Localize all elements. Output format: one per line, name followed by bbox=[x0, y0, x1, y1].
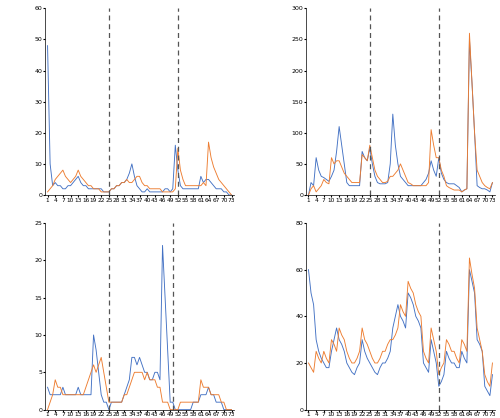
2012TAI bbox=[203, 392, 209, 397]
2017TSM bbox=[466, 31, 472, 36]
2012TSM bbox=[464, 186, 470, 191]
2012TSM bbox=[490, 180, 496, 185]
Line: 2017TAM: 2017TAM bbox=[308, 258, 492, 386]
2017TSM bbox=[346, 177, 352, 182]
Line: 2017TAI: 2017TAI bbox=[48, 357, 232, 410]
2012TAI bbox=[139, 362, 145, 367]
2017TSM bbox=[367, 143, 373, 148]
2017TAI bbox=[44, 407, 51, 412]
Line: 2012TAM: 2012TAM bbox=[308, 270, 492, 396]
2012TSM bbox=[398, 174, 404, 179]
2012TAI bbox=[106, 407, 112, 412]
2017TSI bbox=[213, 171, 219, 176]
2012TAM bbox=[367, 360, 373, 365]
2012TSI bbox=[228, 193, 234, 198]
2012TSI bbox=[203, 177, 209, 182]
2012TSM bbox=[346, 183, 352, 188]
2017TAM bbox=[464, 349, 470, 354]
2012TAI bbox=[208, 392, 214, 397]
2017TAM bbox=[398, 302, 404, 307]
Line: 2012TAI: 2012TAI bbox=[48, 245, 232, 410]
2017TAM bbox=[367, 349, 373, 354]
Text: (b) TSM of nodes: (b) TSM of nodes bbox=[356, 255, 444, 265]
2012TSI bbox=[136, 186, 142, 191]
2017TSM bbox=[490, 180, 496, 185]
2012TSI bbox=[226, 193, 232, 198]
2012TAM bbox=[464, 360, 470, 365]
2012TAM bbox=[306, 267, 312, 272]
2012TSI bbox=[198, 174, 204, 179]
2017TSM bbox=[464, 186, 470, 191]
2012TAM bbox=[490, 372, 496, 377]
2012TSI bbox=[106, 189, 112, 194]
2012TSM bbox=[459, 189, 465, 194]
Legend: 2012TSM, 2017TSM: 2012TSM, 2017TSM bbox=[356, 232, 445, 237]
2017TAM bbox=[459, 337, 465, 342]
2017TSM bbox=[306, 193, 312, 198]
2012TAI bbox=[160, 243, 166, 248]
2012TAM bbox=[398, 314, 404, 319]
2012TAI bbox=[44, 385, 51, 390]
Line: 2017TSI: 2017TSI bbox=[48, 142, 232, 195]
2012TSM bbox=[367, 146, 373, 151]
2012TAM bbox=[472, 291, 478, 296]
2017TSI bbox=[136, 174, 142, 179]
2017TAI bbox=[98, 355, 104, 360]
2017TSM bbox=[459, 189, 465, 194]
2012TSM bbox=[474, 183, 480, 188]
2017TSI bbox=[228, 193, 234, 198]
2017TAM bbox=[487, 384, 493, 389]
2012TSI bbox=[86, 186, 91, 191]
2017TSM bbox=[474, 168, 480, 173]
2017TSI bbox=[198, 183, 204, 188]
2017TAM bbox=[474, 326, 480, 331]
2017TSI bbox=[206, 140, 212, 145]
Legend: 2012TSI, 2017TSI: 2012TSI, 2017TSI bbox=[98, 232, 180, 237]
2017TSI bbox=[106, 189, 112, 194]
2012TSM bbox=[306, 193, 312, 198]
2017TAM bbox=[490, 360, 496, 365]
2012TAI bbox=[216, 400, 222, 405]
2017TAI bbox=[213, 392, 219, 397]
2017TSI bbox=[203, 183, 209, 188]
2012TAI bbox=[108, 400, 114, 405]
2017TAI bbox=[86, 377, 91, 382]
2012TAM bbox=[487, 393, 493, 398]
Line: 2012TSI: 2012TSI bbox=[48, 46, 232, 195]
2017TAI bbox=[200, 385, 206, 390]
2017TAI bbox=[206, 385, 212, 390]
2017TAI bbox=[139, 370, 145, 375]
2012TSI bbox=[44, 43, 51, 48]
Line: 2017TSM: 2017TSM bbox=[308, 33, 492, 195]
2017TAM bbox=[466, 255, 472, 260]
2012TAM bbox=[346, 365, 352, 370]
2012TAM bbox=[459, 349, 465, 354]
2017TSM bbox=[398, 161, 404, 166]
2017TAM bbox=[306, 360, 312, 365]
2012TAI bbox=[228, 407, 234, 412]
2017TSI bbox=[44, 189, 51, 194]
2017TAM bbox=[346, 356, 352, 361]
2012TAI bbox=[86, 392, 91, 397]
Text: (a) TSI of nodes: (a) TSI of nodes bbox=[98, 255, 180, 265]
2017TAI bbox=[228, 407, 234, 412]
Line: 2012TSM: 2012TSM bbox=[308, 39, 492, 195]
2012TSI bbox=[210, 183, 216, 188]
2012TSM bbox=[466, 37, 472, 42]
2017TSI bbox=[86, 183, 91, 188]
2017TAI bbox=[108, 400, 114, 405]
